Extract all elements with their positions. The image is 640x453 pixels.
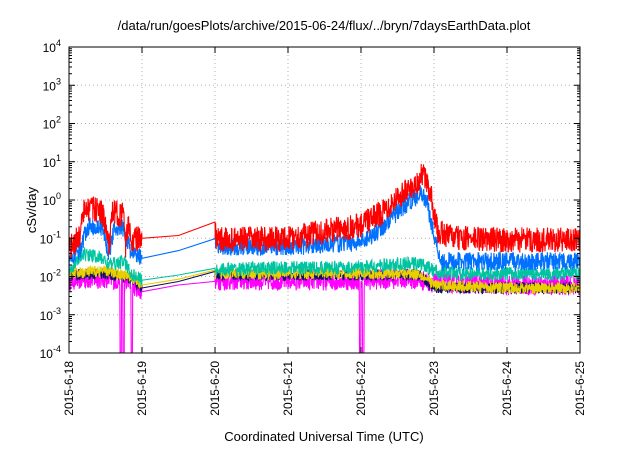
- y-tick-label: 102: [43, 115, 61, 132]
- series-line-3: [68, 264, 581, 296]
- y-tick-base: 10: [40, 232, 54, 246]
- x-axis-label: Coordinated Universal Time (UTC): [224, 429, 423, 444]
- series-line-5: [68, 268, 581, 354]
- series-line-2: [68, 246, 581, 286]
- series-line-0: [68, 163, 581, 258]
- y-tick-label: 10-2: [40, 268, 61, 285]
- y-tick-base: 10: [43, 79, 57, 93]
- y-tick-base: 10: [43, 194, 57, 208]
- x-tick-label: 2015-6-24: [500, 361, 514, 416]
- y-tick-base: 10: [40, 271, 54, 285]
- y-tick-exponent: 4: [56, 38, 61, 48]
- y-tick-label: 100: [43, 191, 61, 208]
- grid: [69, 47, 580, 353]
- y-tick-label: 10-1: [40, 229, 61, 246]
- y-tick-label: 10-4: [40, 344, 61, 361]
- y-tick-base: 10: [40, 347, 54, 361]
- x-tick-label: 2015-6-21: [281, 361, 295, 416]
- y-tick-exponent: -1: [53, 229, 61, 239]
- y-tick-exponent: 1: [56, 153, 61, 163]
- x-tick-label: 2015-6-22: [354, 361, 368, 416]
- y-tick-base: 10: [43, 118, 57, 132]
- y-tick-base: 10: [43, 41, 57, 55]
- y-tick-label: 104: [43, 38, 61, 55]
- x-tick-label: 2015-6-25: [573, 361, 587, 416]
- y-tick-base: 10: [43, 156, 57, 170]
- x-tick-label: 2015-6-18: [62, 361, 76, 416]
- y-tick-exponent: 0: [56, 191, 61, 201]
- y-tick-exponent: -4: [53, 344, 61, 354]
- y-tick-exponent: 2: [56, 115, 61, 125]
- y-tick-label: 10-3: [40, 306, 61, 323]
- y-tick-label: 101: [43, 153, 61, 170]
- y-tick-exponent: -2: [53, 268, 61, 278]
- y-tick-exponent: 3: [56, 76, 61, 86]
- series-layer: [68, 163, 581, 354]
- ticks: 2015-6-18 2015-6-19 2015-6-20 2015-6-21 2015…: [40, 38, 587, 416]
- x-tick-label: 2015-6-20: [208, 361, 222, 416]
- x-tick-label: 2015-6-23: [427, 361, 441, 416]
- chart-title: /data/run/goesPlots/archive/2015-06-24/f…: [118, 18, 531, 33]
- x-tick-label: 2015-6-19: [135, 361, 149, 416]
- series-line-1: [68, 185, 581, 272]
- y-tick-exponent: -3: [53, 306, 61, 316]
- y-tick-label: 103: [43, 76, 61, 93]
- y-tick-base: 10: [40, 309, 54, 323]
- y-axis-label: cSv/day: [24, 186, 39, 233]
